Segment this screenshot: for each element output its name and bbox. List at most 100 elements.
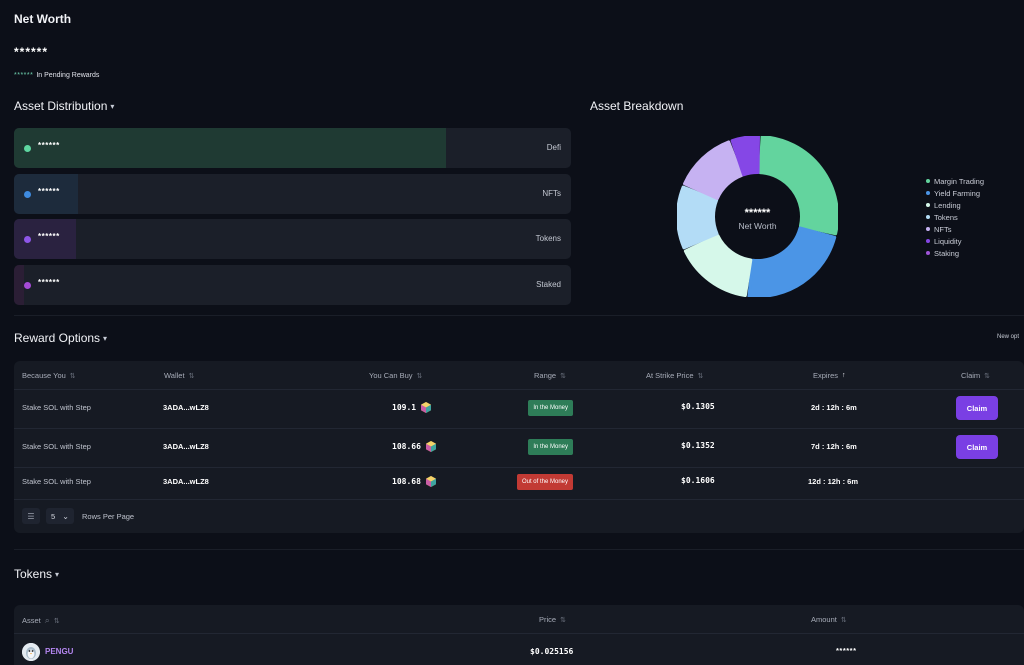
col-price[interactable]: Price ⇅ [539, 615, 566, 624]
donut-slice-3[interactable] [677, 185, 719, 250]
legend-label: Yield Farming [934, 188, 980, 198]
legend-dot [926, 251, 930, 255]
you-can-buy: 108.68 [392, 476, 436, 487]
legend-dot [926, 203, 930, 207]
pending-rewards-label: In Pending Rewards [36, 72, 100, 79]
sort-icon: ⇅ [840, 616, 847, 624]
chevron-down-icon: ⌄ [62, 511, 69, 521]
expires: 7d : 12h : 6m [811, 442, 857, 451]
donut-legend: Margin Trading Yield Farming Lending Tokens… [926, 175, 1024, 259]
distribution-fill [14, 264, 25, 305]
asset-distribution-row-tokens[interactable]: ****** Tokens [14, 219, 571, 259]
legend-item: Staking [926, 247, 1024, 259]
donut-slice-2[interactable] [683, 234, 753, 297]
asset-distribution-row-nfts[interactable]: ****** NFTs [14, 173, 571, 214]
col-amount[interactable]: Amount ⇅ [811, 615, 847, 624]
donut-slice-0[interactable] [758, 136, 838, 236]
legend-item: Lending [926, 199, 1024, 211]
expires: 2d : 12h : 6m [811, 403, 857, 412]
legend-item: Margin Trading [926, 175, 1024, 187]
token-name[interactable]: PENGU [45, 647, 74, 656]
col-label: Because You [22, 371, 66, 380]
strike-price: $0.1352 [681, 441, 715, 450]
rows-per-page-select[interactable]: 5 ⌄ [46, 508, 74, 524]
row-divider [14, 633, 1024, 634]
legend-dot [926, 239, 930, 243]
wallet-address: 3ADA...wLZ8 [163, 442, 209, 451]
donut-slice-5[interactable] [730, 136, 760, 177]
asset-distribution-title: Asset Distribution [14, 99, 108, 113]
row-divider [14, 467, 1024, 468]
reward-options-table: Because You ⇅ Wallet ⇅ You Can Buy ⇅ Range ⇅… [14, 361, 1024, 533]
you-can-buy-amount: 108.66 [392, 442, 421, 451]
distribution-dot [24, 190, 31, 198]
new-option-button[interactable]: New opt [997, 334, 1020, 340]
col-because-you[interactable]: Because You ⇅ [22, 371, 76, 380]
you-can-buy: 109.1 [392, 402, 432, 413]
col-asset[interactable]: Asset ⌕ ⇅ [22, 615, 60, 626]
claim-button[interactable]: Claim [956, 396, 998, 420]
legend-label: NFTs [934, 224, 952, 234]
legend-item: Tokens [926, 211, 1024, 223]
distribution-fill [14, 128, 446, 168]
legend-dot [926, 227, 930, 231]
claim-button[interactable]: Claim [956, 435, 998, 459]
row-divider [14, 428, 1024, 429]
wallet-address: 3ADA...wLZ8 [163, 403, 209, 412]
legend-dot [926, 215, 930, 219]
donut-center-value: ****** [745, 207, 771, 219]
col-label: Asset [22, 616, 41, 625]
filter-icon[interactable]: ☰ [22, 508, 40, 524]
donut-center-label: Net Worth [738, 221, 776, 231]
distribution-dot [24, 281, 31, 289]
distribution-label: Tokens [535, 234, 561, 243]
legend-item: Yield Farming [926, 187, 1024, 199]
strike-price: $0.1305 [681, 402, 715, 411]
token-icon [421, 476, 436, 487]
strike-price: $0.1606 [681, 476, 715, 485]
sort-icon: ⇅ [697, 372, 704, 380]
sort-icon: ⇅ [53, 617, 60, 625]
legend-item: NFTs [926, 223, 1024, 235]
token-icon [421, 441, 436, 452]
sort-icon: ⇅ [416, 372, 423, 380]
legend-label: Liquidity [934, 236, 962, 246]
col-label: At Strike Price [646, 371, 694, 380]
legend-label: Lending [934, 200, 961, 210]
asset-breakdown-donut: ****** Net Worth [677, 136, 838, 297]
col-strike-price[interactable]: At Strike Price ⇅ [646, 371, 703, 380]
token-amount: ****** [836, 646, 857, 655]
sort-icon: ⇅ [560, 616, 566, 624]
col-claim[interactable]: Claim ⇅ [961, 371, 990, 380]
reward-options-title: Reward Options [14, 331, 101, 345]
expires: 12d : 12h : 6m [808, 477, 859, 486]
search-icon[interactable]: ⌕ [44, 615, 50, 625]
asset-distribution-row-defi[interactable]: ****** Defi [14, 128, 571, 168]
col-range[interactable]: Range ⇅ [534, 371, 566, 380]
col-label: Expires [813, 371, 839, 380]
sort-ascending-icon: ↑ [842, 372, 846, 379]
because-you: Stake SOL with Step [22, 477, 91, 486]
distribution-dot [24, 145, 31, 152]
tokens-table: Asset ⌕ ⇅ Price ⇅ Amount ⇅ PENGU $0.025156… [14, 605, 1024, 665]
chevron-down-icon: ▾ [110, 101, 115, 111]
donut-slice-4[interactable] [683, 140, 744, 200]
col-wallet[interactable]: Wallet ⇅ [164, 371, 194, 380]
sort-icon: ⇅ [984, 372, 991, 380]
legend-label: Staking [934, 248, 960, 258]
asset-distribution-row-staked[interactable]: ****** Staked [14, 264, 571, 305]
because-you: Stake SOL with Step [22, 403, 91, 412]
donut-slice-1[interactable] [747, 226, 837, 297]
col-you-can-buy[interactable]: You Can Buy ⇅ [369, 371, 422, 380]
reward-options-toggle[interactable]: Reward Options ▾ [14, 331, 107, 345]
row-divider [14, 389, 1024, 390]
tokens-toggle[interactable]: Tokens ▾ [14, 567, 59, 581]
asset-distribution-toggle[interactable]: Asset Distribution ▾ [14, 99, 114, 113]
legend-item: Liquidity [926, 235, 1024, 247]
distribution-value: ****** [38, 277, 60, 287]
sort-icon: ⇅ [188, 372, 195, 380]
col-expires[interactable]: Expires ↑ [813, 371, 846, 380]
because-you: Stake SOL with Step [22, 442, 91, 451]
legend-dot [926, 179, 930, 183]
page-title: Net Worth [14, 12, 72, 26]
